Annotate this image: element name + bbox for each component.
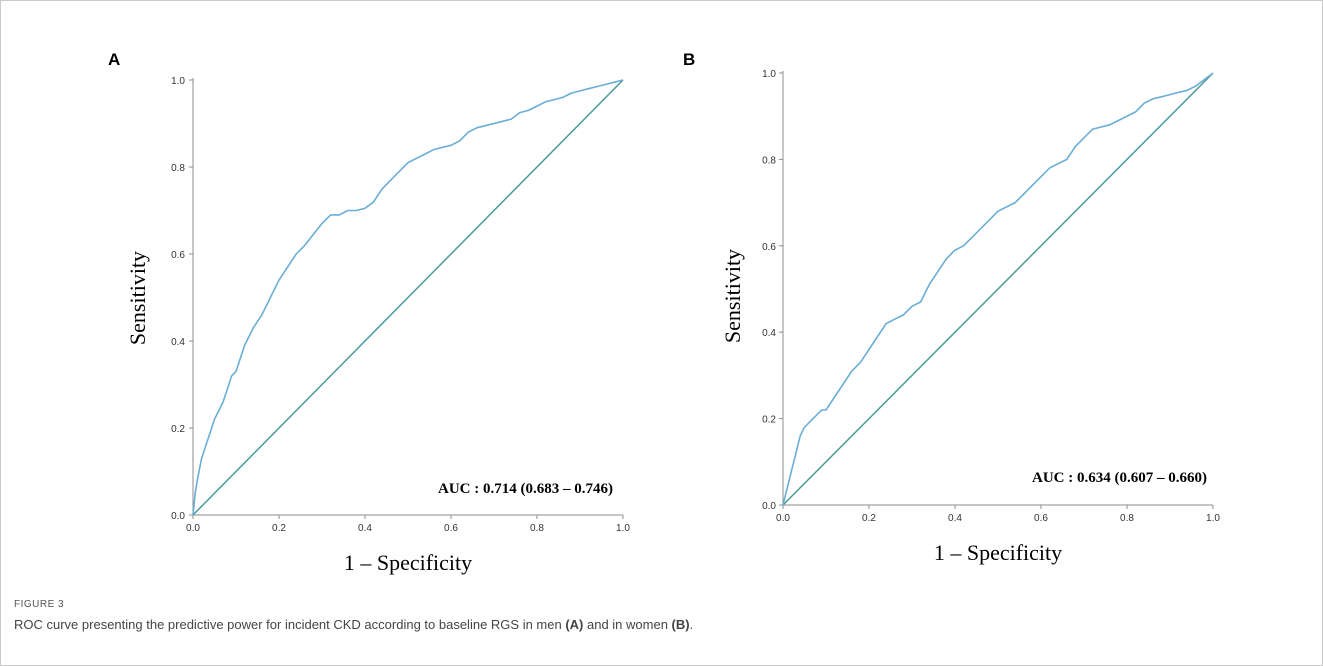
panel-b-chart: B 0.0 0.2 0.4 0.6 0.8 1.0 0.0 0.2 0.4 0.6 0.8 1.0 1 –… bbox=[683, 50, 1220, 565]
panel-a-x-tick-label: 0.4 bbox=[358, 523, 372, 534]
caption-text-middle: and in women bbox=[583, 617, 672, 632]
panel-b-x-tick-label: 0.0 bbox=[776, 513, 790, 524]
panel-a-y-tick-label: 1.0 bbox=[171, 76, 185, 87]
panel-a-y-tick-label: 0.4 bbox=[171, 337, 185, 348]
panel-a-letter: A bbox=[108, 50, 120, 69]
panel-b-y-tick-label: 0.2 bbox=[762, 415, 776, 426]
panel-a-x-tick-label: 1.0 bbox=[616, 523, 630, 534]
caption-text-start: ROC curve presenting the predictive powe… bbox=[14, 617, 566, 632]
panel-a-y-tick-label: 0.0 bbox=[171, 511, 185, 522]
panel-b-y-tick-label: 0.6 bbox=[762, 242, 776, 253]
panel-a-chart: A 0.0 0.2 0.4 0.6 0.8 1.0 0.0 0.2 0.4 0.6 0.8 1.0 1 –… bbox=[108, 50, 630, 575]
panel-a-x-tick-label: 0.8 bbox=[530, 523, 544, 534]
figure-caption: ROC curve presenting the predictive powe… bbox=[14, 617, 693, 632]
panel-b-y-tick-label: 0.0 bbox=[762, 501, 776, 512]
caption-ref-b: (B) bbox=[671, 617, 690, 632]
panel-a-auc-annotation: AUC : 0.714 (0.683 – 0.746) bbox=[438, 481, 613, 497]
panel-b-auc-annotation: AUC : 0.634 (0.607 – 0.660) bbox=[1032, 470, 1207, 486]
panel-a-x-tick-label: 0.6 bbox=[444, 523, 458, 534]
panel-a-y-tick-label: 0.2 bbox=[171, 424, 185, 435]
panel-b-x-axis-title: 1 – Specificity bbox=[934, 540, 1062, 565]
panel-b-letter: B bbox=[683, 50, 695, 69]
panel-a-x-tick-label: 0.2 bbox=[272, 523, 286, 534]
panel-a-y-tick-label: 0.6 bbox=[171, 250, 185, 261]
panel-b-x-tick-label: 0.2 bbox=[862, 513, 876, 524]
panel-b-y-tick-label: 0.4 bbox=[762, 328, 776, 339]
panel-b-reference-line bbox=[782, 72, 1214, 506]
panel-a-y-axis-title: Sensitivity bbox=[125, 251, 150, 345]
panel-a-y-tick-label: 0.8 bbox=[171, 163, 185, 174]
panel-b-roc-curve bbox=[782, 72, 1214, 506]
panel-b-y-axis-title: Sensitivity bbox=[720, 249, 745, 343]
figure-label: FIGURE 3 bbox=[14, 599, 65, 610]
panel-b-x-tick-label: 0.4 bbox=[948, 513, 962, 524]
panel-b-x-tick-label: 0.8 bbox=[1120, 513, 1134, 524]
panel-a-x-axis-title: 1 – Specificity bbox=[344, 550, 472, 575]
caption-ref-a: (A) bbox=[565, 617, 584, 632]
panel-b-x-tick-label: 0.6 bbox=[1034, 513, 1048, 524]
panel-b-y-tick-label: 1.0 bbox=[762, 69, 776, 80]
panel-a-roc-curve bbox=[192, 79, 624, 516]
caption-text-end: . bbox=[689, 617, 694, 632]
panel-b-y-tick-label: 0.8 bbox=[762, 155, 776, 166]
panel-b-x-tick-label: 1.0 bbox=[1206, 513, 1220, 524]
panel-a-x-tick-label: 0.0 bbox=[186, 523, 200, 534]
panel-a-reference-line bbox=[192, 79, 624, 516]
